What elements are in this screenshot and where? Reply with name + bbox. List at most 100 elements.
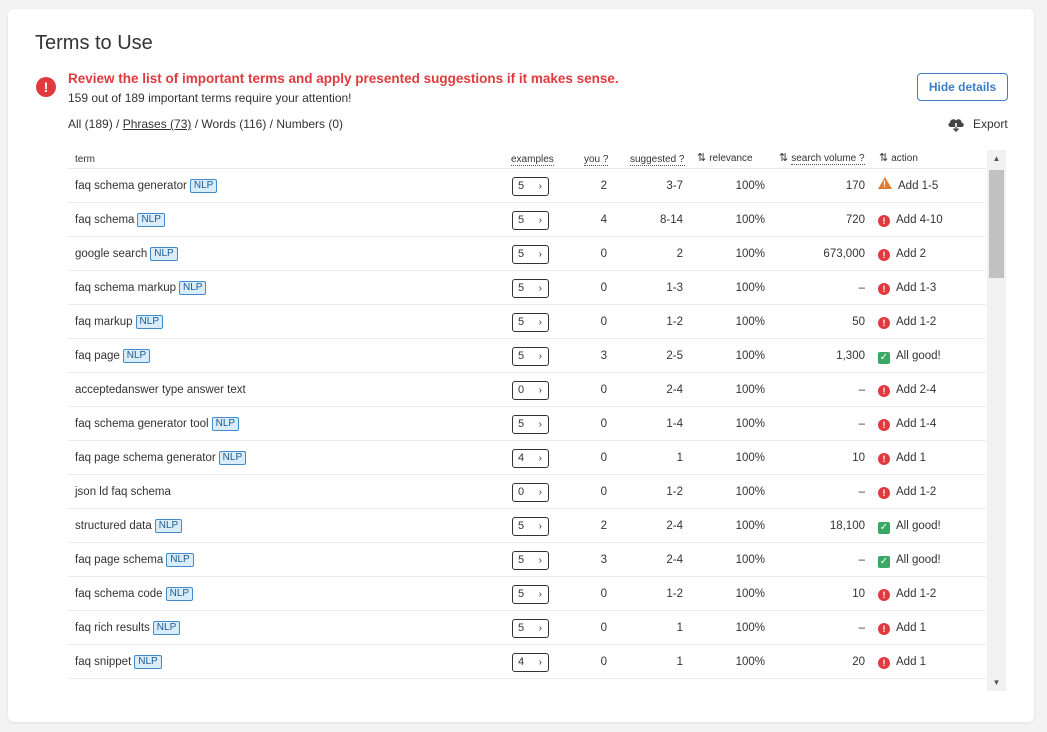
term-text: faq schema generator tool [75,418,209,430]
term-text: faq markup [75,316,133,328]
error-icon: ! [878,249,890,261]
nlp-badge: NLP [137,213,165,227]
action-cell: ! Add 1-2 [878,577,936,611]
term-text: faq page schema [75,554,164,566]
term-cell: google search NLP [75,237,178,271]
action-text: Add 1-2 [896,486,937,498]
term-text: faq schema [75,214,135,226]
filter-numbers[interactable]: Numbers (0) [276,117,344,131]
action-cell: ! Add 1 [878,441,926,475]
hide-details-button[interactable]: Hide details [917,73,1008,101]
search-volume-value: 720 [845,214,865,226]
examples-button[interactable]: 5 › [512,177,549,196]
nlp-badge: NLP [122,349,151,363]
relevance-value: 100% [735,418,765,430]
scroll-up-icon[interactable]: ▲ [992,154,1001,163]
examples-button[interactable]: 0 › [512,483,549,502]
check-icon: ✓ [878,522,890,534]
action-text: Add 1 [896,622,927,634]
table-row: faq schema NLP 5 › 4 8-14 100% 720! Add 4-10 [68,203,986,237]
examples-button[interactable]: 5 › [512,279,549,298]
chevron-right-icon: › [538,215,542,226]
relevance-value: 100% [735,588,765,600]
filter-all[interactable]: All (189) [68,117,113,131]
you-count: 4 [600,214,607,226]
col-suggested[interactable]: suggested ? [630,154,685,166]
you-count: 0 [600,622,607,634]
col-search-volume[interactable]: ⇅ search volume ? [779,152,865,165]
table-row: faq page NLP 5 › 3 2-5 100% 1,300 ✓ All good! [68,339,986,373]
you-count: 0 [600,316,607,328]
chevron-right-icon: › [538,283,542,294]
scroll-down-icon[interactable]: ▼ [992,678,1001,687]
you-count: 0 [600,282,607,294]
action-cell: ✓ All good! [878,543,941,577]
filter-phrases[interactable]: Phrases (73) [122,117,192,131]
action-text: All good! [896,350,941,362]
relevance-value: 100% [735,180,765,192]
action-text: Add 1-2 [896,588,937,600]
relevance-value: 100% [735,554,765,566]
you-count: 2 [600,520,607,532]
examples-button[interactable]: 4 › [512,449,549,468]
scroll-thumb[interactable] [989,170,1004,278]
examples-button[interactable]: 5 › [512,347,549,366]
filter-words[interactable]: Words (116) [201,117,267,131]
term-cell: faq schema NLP [75,203,165,237]
you-count: 0 [600,588,607,600]
action-text: Add 4-10 [896,214,943,226]
term-cell: json ld faq schema [75,475,171,509]
search-volume-value: 10 [852,588,865,600]
chevron-right-icon: › [538,487,542,498]
chevron-right-icon: › [538,453,542,464]
search-volume-value: 18,100 [829,520,865,532]
suggested-range: 1-4 [666,418,683,430]
terms-card: Terms to Use ! Review the list of import… [8,9,1034,722]
relevance-value: 100% [735,248,765,260]
suggested-range: 1-2 [666,486,683,498]
suggested-range: 1 [676,656,683,668]
col-action[interactable]: ⇅ action [879,152,918,164]
relevance-value: 100% [735,452,765,464]
examples-button[interactable]: 5 › [512,619,549,638]
you-count: 0 [600,418,607,430]
section-title: Terms to Use [35,32,153,54]
examples-button[interactable]: 5 › [512,415,549,434]
you-count: 0 [600,248,607,260]
examples-button[interactable]: 5 › [512,211,549,230]
action-text: Add 1 [896,452,927,464]
term-text: faq rich results [75,622,150,634]
examples-button[interactable]: 5 › [512,585,549,604]
table-scrollbar[interactable]: ▲ ▼ [987,150,1006,691]
chevron-right-icon: › [538,351,542,362]
error-icon: ! [878,453,890,465]
action-cell: ! Add 1-2 [878,475,936,509]
col-you[interactable]: you ? [584,154,609,166]
nlp-badge: NLP [152,621,181,635]
examples-button[interactable]: 5 › [512,517,549,536]
export-button[interactable]: Export [946,114,1008,134]
chevron-right-icon: › [538,249,542,260]
suggested-range: 8-14 [659,214,683,226]
examples-button[interactable]: 5 › [512,551,549,570]
action-cell: ! Add 1 [878,611,926,645]
examples-button[interactable]: 5 › [512,245,549,264]
term-text: faq page schema generator [75,452,216,464]
term-cell: faq page schema NLP [75,543,194,577]
error-icon: ! [878,317,890,329]
col-relevance[interactable]: ⇅ relevance [697,152,753,164]
relevance-value: 100% [735,316,765,328]
term-filters: All (189) / Phrases (73) / Words (116) /… [68,117,344,131]
relevance-value: 100% [735,486,765,498]
search-volume-value: – [858,418,865,430]
examples-button[interactable]: 5 › [512,313,549,332]
examples-button[interactable]: 0 › [512,381,549,400]
table-row: json ld faq schema 0 › 0 1-2 100% –! Add 1-2 [68,475,986,509]
nlp-badge: NLP [150,247,178,261]
action-text: Add 1 [896,656,927,668]
examples-button[interactable]: 4 › [512,653,549,672]
table-row: faq schema markup NLP 5 › 0 1-3 100% –! Add 1-3 [68,271,986,305]
action-cell: ! Add 1-4 [878,407,936,441]
suggested-range: 2-4 [666,554,683,566]
col-examples[interactable]: examples [511,154,554,166]
